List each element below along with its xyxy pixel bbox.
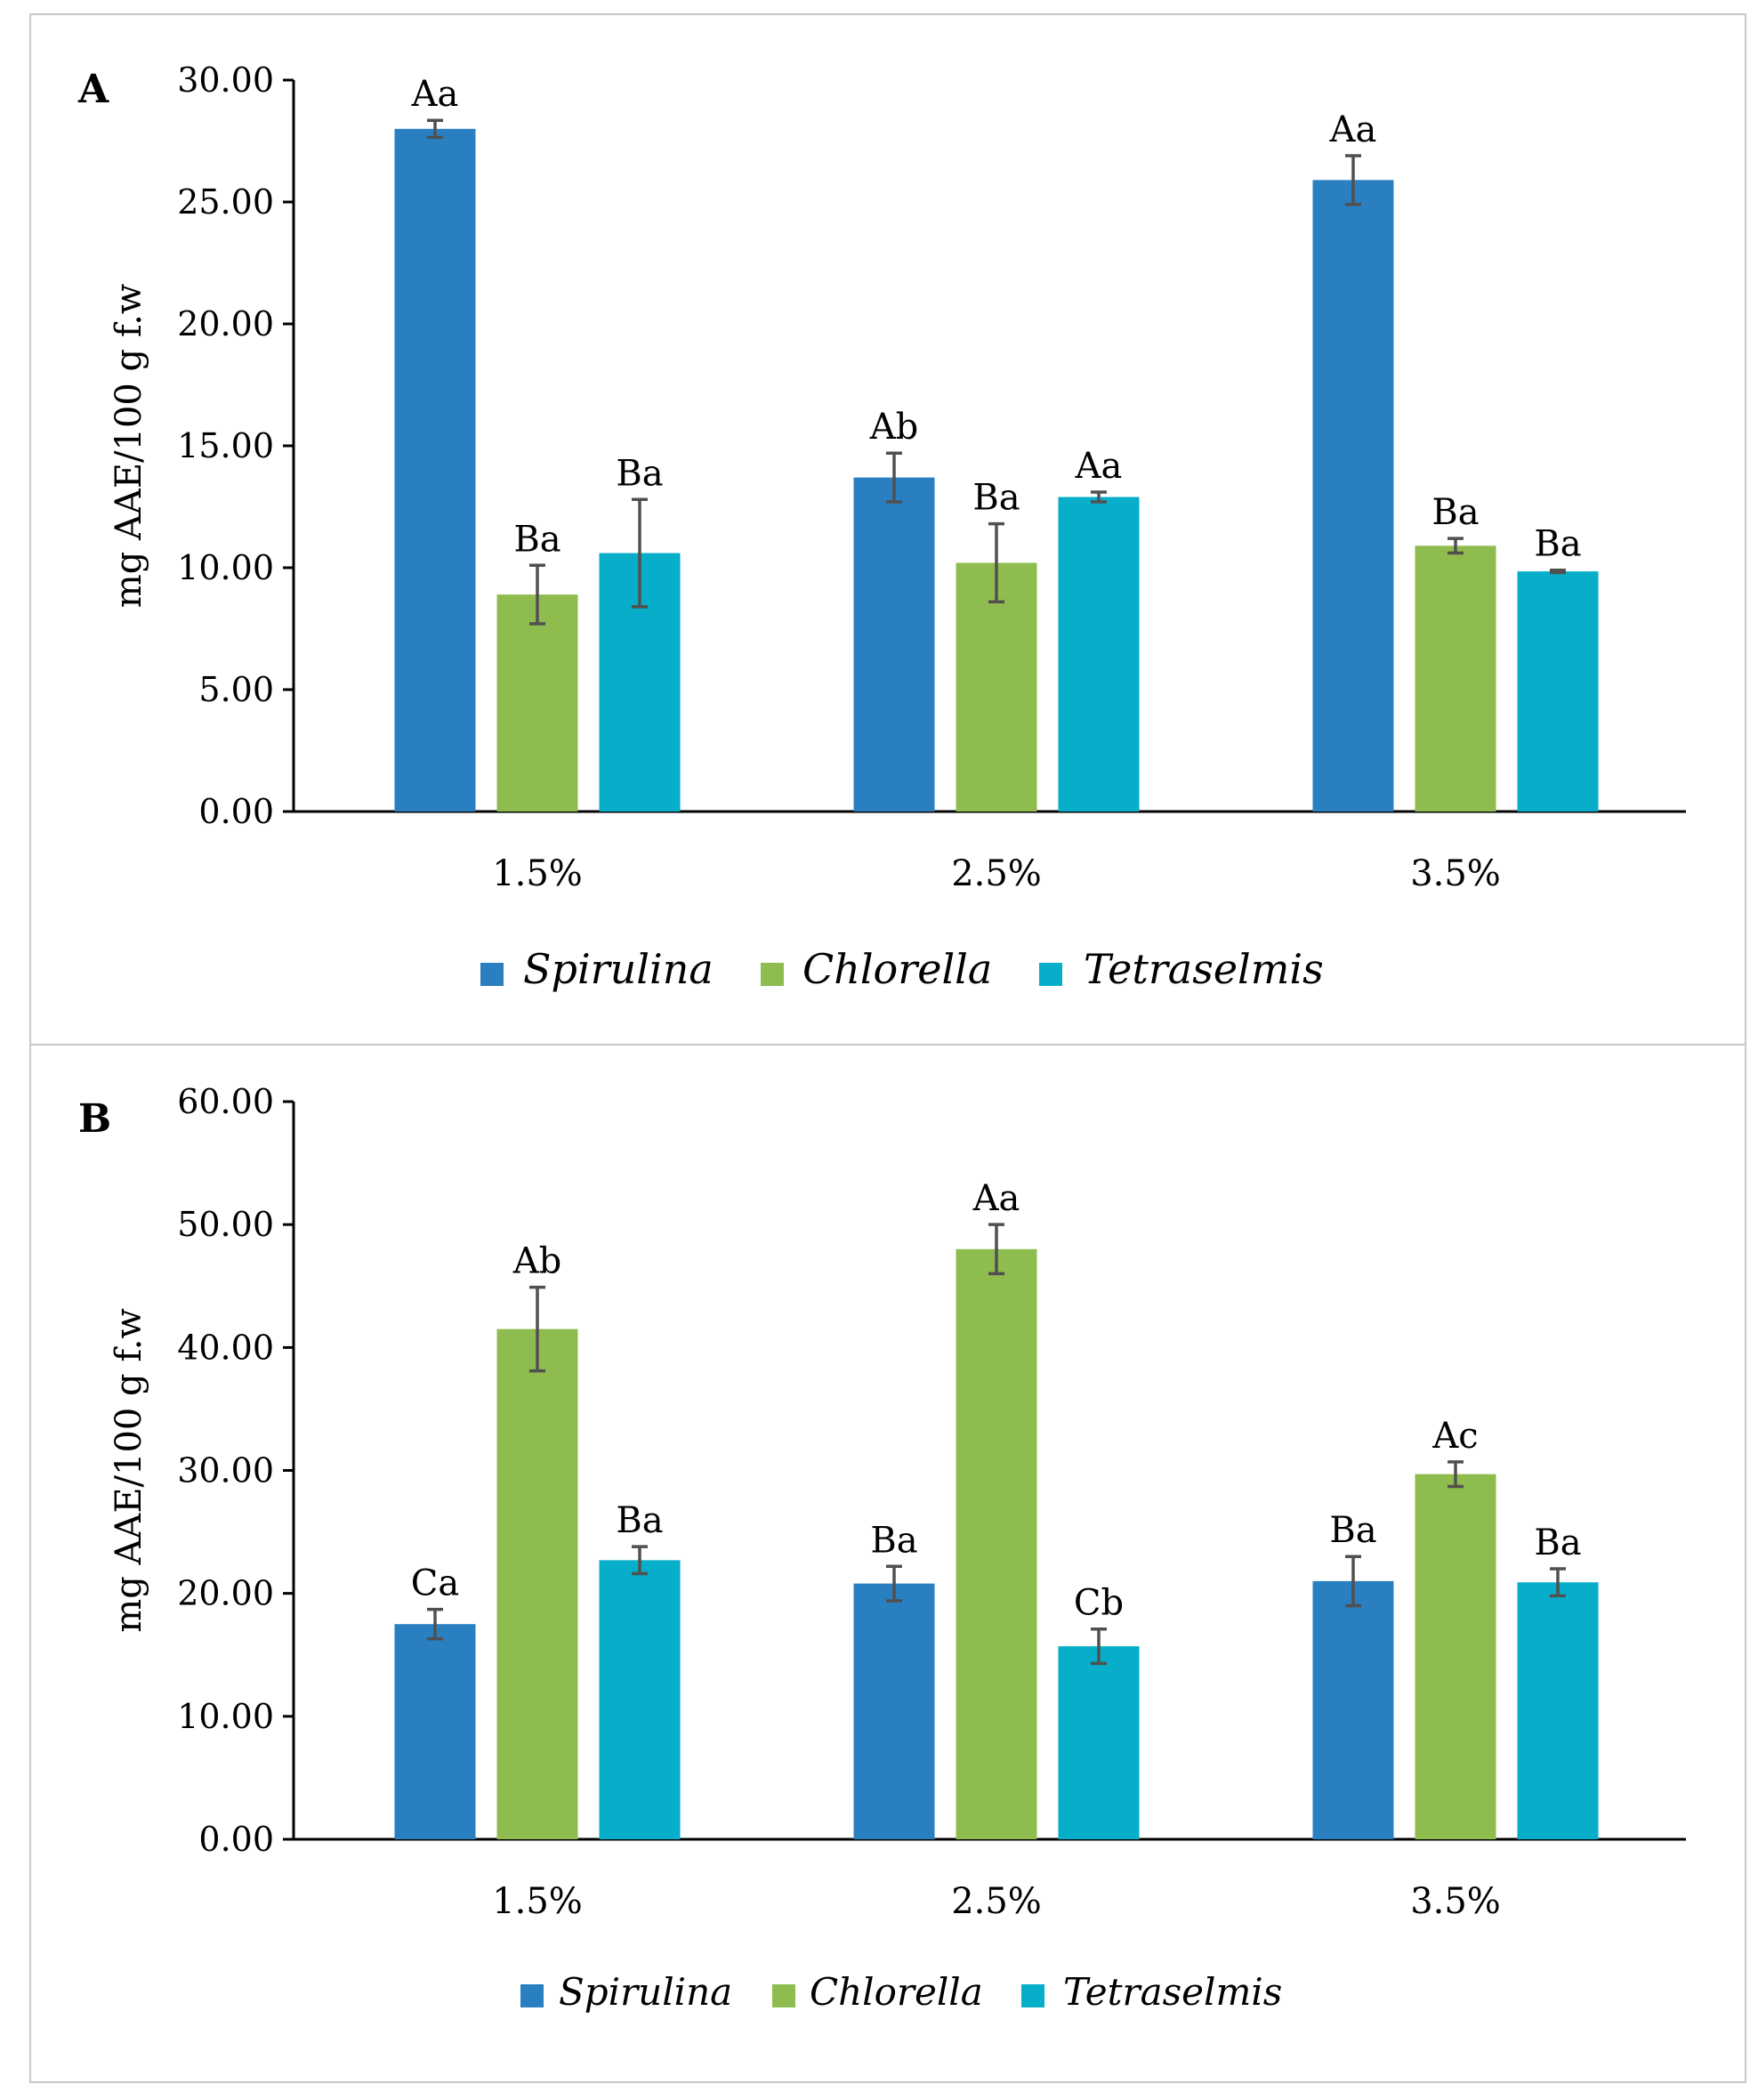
bar-significance-label: Aa — [1075, 446, 1123, 487]
y-tick-label: 50.00 — [177, 1205, 274, 1244]
legend-swatch-spirulina — [520, 1984, 544, 2007]
bar-significance-label: Ba — [1534, 524, 1581, 565]
legend-swatch-tetraselmis — [1021, 1984, 1044, 2007]
y-tick-label: 5.00 — [198, 670, 274, 709]
y-tick-label: 10.00 — [177, 1697, 274, 1736]
bar-significance-label: Ba — [1329, 1510, 1376, 1551]
bar-significance-label: Ca — [411, 1563, 459, 1604]
legend-label-tetraselmis: Tetraselmis — [1084, 945, 1324, 993]
y-tick-label: 30.00 — [177, 1451, 274, 1490]
bar-significance-label: Ab — [869, 407, 919, 448]
bar-significance-label: Ab — [512, 1241, 562, 1282]
bar-tetraselmis — [1058, 497, 1140, 812]
bar-significance-label: Ba — [1534, 1522, 1581, 1563]
bar-significance-label: Ac — [1431, 1416, 1478, 1457]
y-tick-label: 10.00 — [177, 548, 274, 587]
y-tick-label: 15.00 — [177, 426, 274, 465]
legend-swatch-chlorella — [761, 963, 784, 986]
bar-significance-label: Ba — [1431, 492, 1479, 533]
y-tick-label: 20.00 — [177, 304, 274, 343]
bar-chlorella — [956, 562, 1037, 812]
bar-tetraselmis — [1058, 1646, 1140, 1839]
x-category-label: 1.5% — [492, 1881, 583, 1922]
bar-chlorella — [956, 1248, 1037, 1839]
bar-significance-label: Aa — [411, 74, 459, 115]
bar-spirulina — [1312, 180, 1394, 812]
bar-significance-label: Ba — [616, 453, 663, 494]
legend-swatch-chlorella — [772, 1984, 795, 2007]
bar-significance-label: Ba — [870, 1520, 917, 1561]
bar-spirulina — [853, 1583, 935, 1839]
panel-label: B — [78, 1096, 111, 1142]
y-tick-label: 40.00 — [177, 1328, 274, 1367]
y-tick-label: 0.00 — [198, 1820, 274, 1859]
legend-label-chlorella: Chlorella — [810, 1970, 983, 2014]
y-tick-label: 30.00 — [177, 61, 274, 100]
legend-label-spirulina: Spirulina — [523, 945, 714, 993]
bar-significance-label: Ba — [972, 478, 1020, 519]
bar-spirulina — [1312, 1580, 1394, 1839]
bar-chlorella — [496, 594, 578, 812]
bar-significance-label: Cb — [1074, 1583, 1124, 1624]
bar-significance-label: Ba — [616, 1500, 663, 1541]
y-tick-label: 20.00 — [177, 1574, 274, 1613]
bar-spirulina — [853, 477, 935, 812]
bar-significance-label: Aa — [1329, 109, 1377, 150]
bar-tetraselmis — [599, 1560, 681, 1839]
bar-significance-label: Aa — [972, 1178, 1020, 1219]
legend-label-chlorella: Chlorella — [802, 945, 992, 993]
bar-tetraselmis — [1517, 571, 1599, 812]
bar-spirulina — [394, 128, 476, 812]
bar-tetraselmis — [1517, 1582, 1599, 1839]
bar-chlorella — [496, 1329, 578, 1839]
x-category-label: 2.5% — [951, 853, 1042, 894]
x-category-label: 1.5% — [492, 853, 583, 894]
legend-swatch-tetraselmis — [1039, 963, 1062, 986]
x-category-label: 3.5% — [1410, 1881, 1501, 1922]
y-axis-title: mg AAE/100 g f.w — [109, 1308, 149, 1632]
bar-chlorella — [1415, 1474, 1496, 1839]
bar-significance-label: Ba — [513, 519, 560, 560]
legend-swatch-spirulina — [480, 963, 504, 986]
y-tick-label: 60.00 — [177, 1082, 274, 1121]
bar-spirulina — [394, 1624, 476, 1839]
x-category-label: 2.5% — [951, 1881, 1042, 1922]
x-category-label: 3.5% — [1410, 853, 1501, 894]
bar-chlorella — [1415, 545, 1496, 812]
legend-label-tetraselmis: Tetraselmis — [1063, 1970, 1282, 2014]
legend-label-spirulina: Spirulina — [559, 1970, 732, 2014]
y-axis-title: mg AAE/100 g f.w — [109, 284, 149, 608]
y-tick-label: 0.00 — [198, 792, 274, 831]
y-tick-label: 25.00 — [177, 182, 274, 222]
panel-label: A — [77, 67, 109, 112]
